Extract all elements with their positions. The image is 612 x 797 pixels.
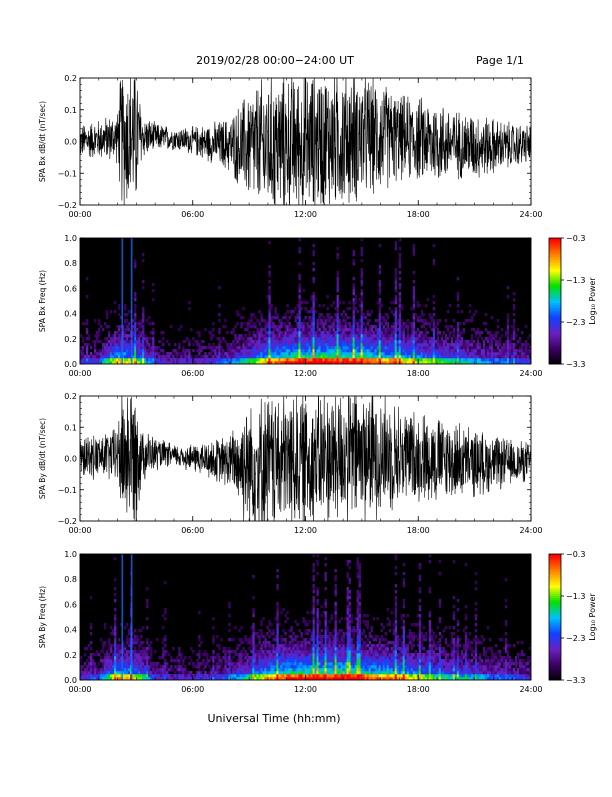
colorbar-tick-label: −1.3: [566, 276, 585, 285]
y-axis-label: SPA By dB/dt (nT/sec): [38, 418, 47, 499]
colorbar-tick-label: −3.3: [566, 676, 585, 685]
y-tick-label: 0.2: [64, 392, 77, 401]
x-tick-label: 24:00: [519, 685, 542, 694]
y-tick-label: 0.6: [64, 284, 77, 293]
x-tick-label: 18:00: [407, 369, 430, 378]
by-spectrogram-panel: −0.3 −1.3 −2.3 −3.3 Log₁₀ Power 1.0 0.8 0.6 0.4 0…: [38, 550, 597, 694]
y-axis-label: SPA By Freq (Hz): [38, 586, 47, 648]
colorbar-tick-label: −2.3: [566, 318, 585, 327]
x-tick-label: 24:00: [519, 369, 542, 378]
colorbar-tick-label: −0.3: [566, 234, 585, 243]
plot-area: [80, 554, 531, 680]
x-tick-label: 00:00: [68, 526, 91, 535]
y-tick-label: 0.2: [64, 74, 77, 83]
x-tick-label: 00:00: [68, 210, 91, 219]
plot-area: [80, 69, 531, 215]
y-tick-label: 0.0: [64, 455, 77, 464]
x-axis-title: Universal Time (hh:mm): [208, 712, 341, 725]
colorbar-tick-label: −2.3: [566, 634, 585, 643]
bx-dbdt-panel: 0.2 0.1 0.0 −0.1 −0.200:00 06:00 12:00 18:00 24:…: [38, 69, 543, 219]
y-tick-label: 0.4: [64, 626, 77, 635]
y-axis-label: SPA Bx Freq (Hz): [38, 270, 47, 332]
y-tick-label: 0.2: [64, 651, 77, 660]
y-tick-label: 0.6: [64, 600, 77, 609]
spectral-line: [121, 238, 123, 364]
y-tick-label: 0.8: [64, 259, 77, 268]
x-tick-label: 18:00: [407, 685, 430, 694]
y-tick-label: −0.1: [58, 486, 77, 495]
x-tick-label: 12:00: [294, 210, 317, 219]
y-tick-label: −0.1: [58, 169, 77, 178]
figure-title: 2019/02/28 00:00−24:00 UT: [196, 54, 354, 67]
x-tick-label: 06:00: [181, 210, 204, 219]
y-tick-label: 0.0: [64, 676, 77, 685]
page-indicator: Page 1/1: [476, 54, 524, 67]
y-tick-label: 1.0: [64, 550, 77, 559]
x-tick-label: 18:00: [407, 526, 430, 535]
x-tick-label: 24:00: [519, 526, 542, 535]
colorbar: −0.3 −1.3 −2.3 −3.3 Log₁₀ Power: [549, 234, 597, 369]
x-tick-label: 00:00: [68, 369, 91, 378]
bx-spectrogram-panel: −0.3 −1.3 −2.3 −3.3 Log₁₀ Power 1.0 0.8 0.6 0.4 0…: [38, 234, 597, 378]
x-tick-label: 06:00: [181, 685, 204, 694]
y-tick-label: 0.1: [64, 423, 77, 432]
colorbar-tick-label: −3.3: [566, 360, 585, 369]
y-tick-label: −0.2: [58, 201, 77, 210]
spectral-line: [131, 238, 133, 364]
x-tick-label: 24:00: [519, 210, 542, 219]
spectral-line: [131, 554, 133, 680]
colorbar-label: Log₁₀ Power: [588, 593, 597, 641]
x-tick-label: 12:00: [294, 526, 317, 535]
y-tick-label: 0.1: [64, 106, 77, 115]
spectral-line: [121, 554, 123, 680]
colorbar-tick-label: −0.3: [566, 550, 585, 559]
x-tick-label: 06:00: [181, 369, 204, 378]
plot-area: [80, 238, 531, 364]
x-tick-label: 12:00: [294, 685, 317, 694]
y-tick-label: 1.0: [64, 234, 77, 243]
dbdt-trace: [80, 69, 531, 215]
x-tick-label: 18:00: [407, 210, 430, 219]
y-tick-label: 0.8: [64, 575, 77, 584]
y-tick-label: 0.4: [64, 310, 77, 319]
x-tick-label: 00:00: [68, 685, 91, 694]
dbdt-trace: [80, 381, 531, 538]
y-tick-label: −0.2: [58, 517, 77, 526]
y-axis-label: SPA Bx dB/dt (nT/sec): [38, 101, 47, 182]
colorbar-label: Log₁₀ Power: [588, 277, 597, 325]
x-tick-label: 12:00: [294, 369, 317, 378]
plot-area: [80, 381, 531, 538]
by-dbdt-panel: 0.2 0.1 0.0 −0.1 −0.200:00 06:00 12:00 18:00 24:…: [38, 381, 543, 538]
y-tick-label: 0.0: [64, 138, 77, 147]
colorbar-tick-label: −1.3: [566, 592, 585, 601]
y-tick-label: 0.0: [64, 360, 77, 369]
x-tick-label: 06:00: [181, 526, 204, 535]
colorbar: −0.3 −1.3 −2.3 −3.3 Log₁₀ Power: [549, 550, 597, 685]
y-tick-label: 0.2: [64, 335, 77, 344]
